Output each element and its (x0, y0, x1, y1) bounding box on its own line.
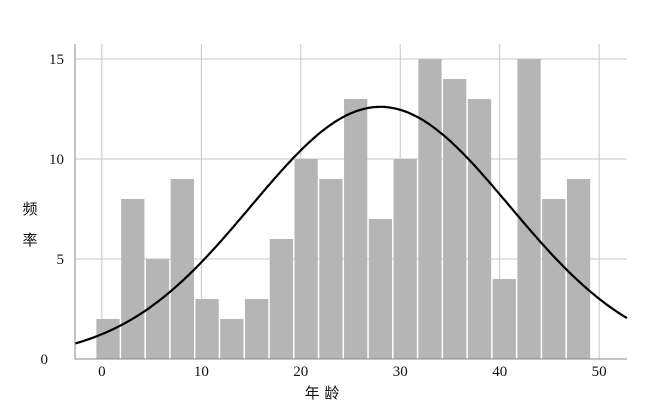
y-tick-label: 0 (41, 352, 49, 368)
y-tick-label: 15 (49, 52, 64, 68)
histogram-bar (492, 279, 516, 359)
histogram-bar (418, 59, 442, 359)
histogram-bar (319, 179, 343, 359)
y-axis-label-1: 频 (22, 200, 37, 218)
histogram-bar (566, 179, 591, 359)
x-tick-label: 20 (293, 364, 308, 380)
x-tick-label: 10 (194, 364, 209, 380)
tick-labels: 0 10 20 30 40 50 0 5 10 15 (41, 52, 607, 380)
histogram-bar (294, 159, 318, 359)
histogram-bar (467, 99, 492, 359)
histogram-bar (393, 159, 417, 359)
y-tick-label: 10 (49, 152, 64, 168)
x-tick-label: 40 (492, 364, 507, 380)
histogram-bar (220, 319, 244, 359)
x-tick-label: 50 (592, 364, 607, 380)
histogram-bar (121, 199, 145, 359)
histogram-bar (269, 239, 294, 359)
x-tick-label: 0 (98, 364, 106, 380)
histogram-bar (145, 259, 170, 359)
histogram-bar (517, 59, 541, 359)
x-axis-label: 年 龄 (305, 384, 340, 402)
histogram-bar (368, 219, 393, 359)
y-axis-label-2: 率 (22, 231, 37, 249)
x-tick-label: 30 (393, 364, 408, 380)
histogram-bar (443, 79, 467, 359)
y-tick-label: 5 (57, 252, 65, 268)
histogram-bar (195, 299, 219, 359)
normal-curve (74, 105, 628, 345)
histogram-bar (542, 199, 566, 359)
bars (96, 59, 591, 359)
histogram-bar (96, 319, 120, 359)
histogram-bar (344, 99, 368, 359)
axes (74, 44, 627, 360)
histogram-bar (170, 179, 194, 359)
histogram-bar (244, 299, 269, 359)
